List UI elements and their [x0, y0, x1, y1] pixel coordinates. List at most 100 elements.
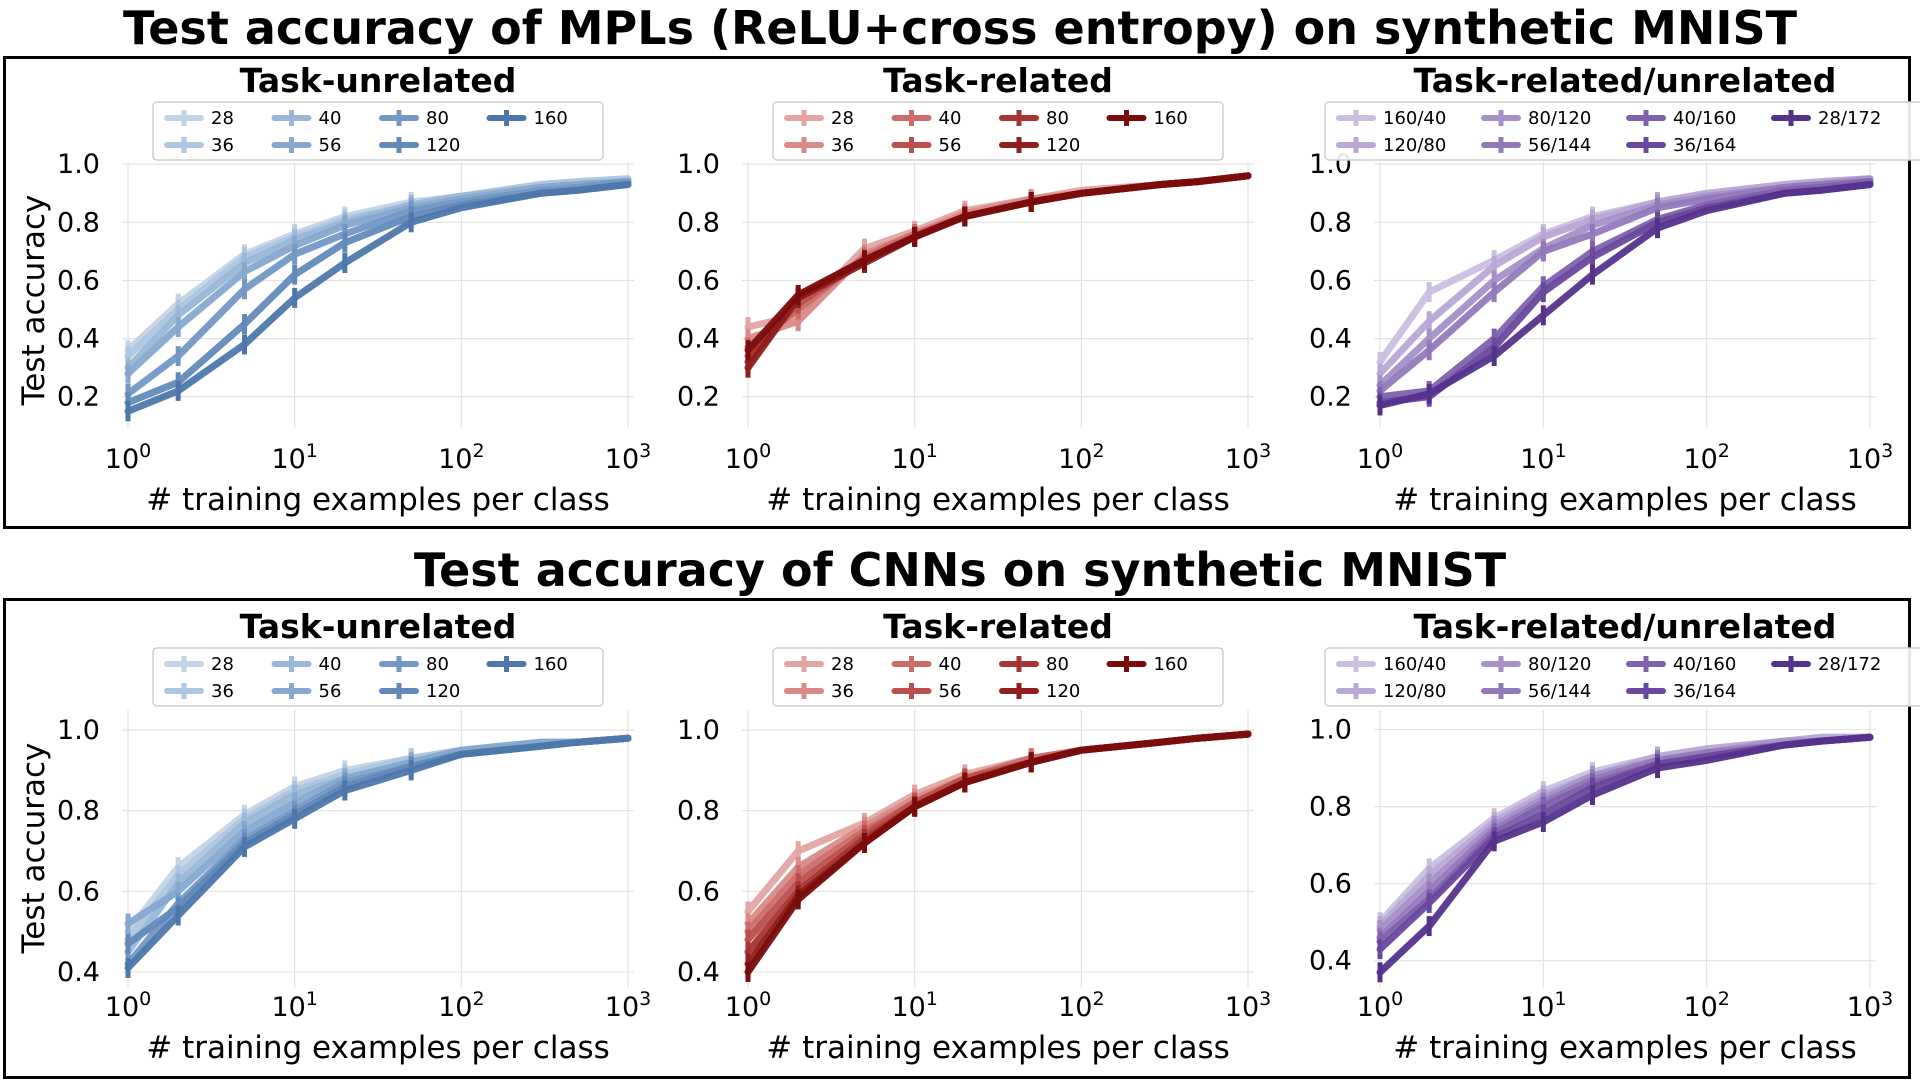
legend-label: 56/144 — [1528, 135, 1591, 156]
chart-0-1: Task-related 0.2 0.4 0.6 0.8 1.0 100 101 102 103 #… — [677, 61, 1271, 518]
y-axis-label: Test accuracy — [16, 195, 52, 407]
series-line-28/172 — [1376, 181, 1874, 409]
x-tick-label: 101 — [1520, 440, 1566, 475]
chart-1-0: Task-unrelated 0.4 0.6 0.8 1.0 100 101 102 103 # … — [16, 607, 651, 1066]
x-tick-label: 103 — [1847, 988, 1893, 1023]
y-tick-label: 0.6 — [1309, 869, 1352, 900]
chart-title: Task-related/unrelated — [1414, 607, 1837, 646]
legend-label: 120 — [1046, 681, 1080, 702]
y-tick-label: 0.6 — [57, 876, 100, 907]
chart-0-2: Task-related/unrelated0.20.40.60.81.0100… — [1309, 61, 1920, 518]
y-tick-label: 0.6 — [57, 265, 100, 296]
series-line-28 — [124, 175, 632, 354]
y-tick-label: 0.8 — [1309, 792, 1352, 823]
series-line-160 — [124, 734, 632, 972]
x-tick-label: 100 — [1357, 440, 1403, 475]
y-tick-label: 0.8 — [677, 796, 720, 827]
legend-label: 160/40 — [1383, 108, 1446, 129]
y-tick-label: 0.4 — [1309, 324, 1352, 355]
legend-label: 40 — [939, 108, 962, 129]
legend-label: 36 — [211, 135, 234, 156]
x-tick-label: 100 — [105, 440, 151, 475]
chart-title: Task-related — [883, 607, 1113, 646]
x-tick-label: 101 — [891, 440, 937, 475]
y-tick-label: 0.2 — [57, 382, 100, 413]
x-tick-label: 100 — [1357, 988, 1403, 1023]
x-tick-label: 102 — [438, 988, 484, 1023]
y-tick-label: 0.2 — [1309, 382, 1352, 413]
legend-label: 40/160 — [1673, 654, 1736, 675]
y-tick-label: 1.0 — [677, 715, 720, 746]
y-tick-label: 0.6 — [677, 265, 720, 296]
x-axis-label: # training examples per class — [766, 482, 1230, 518]
y-tick-label: 1.0 — [1309, 715, 1352, 746]
x-tick-label: 103 — [605, 440, 651, 475]
series-line-28 — [744, 172, 1252, 331]
legend-label: 28 — [211, 108, 234, 129]
x-axis-label: # training examples per class — [766, 1030, 1230, 1066]
y-tick-label: 0.4 — [677, 324, 720, 355]
x-axis-label: # training examples per class — [146, 482, 610, 518]
series-line-80/120 — [1376, 733, 1874, 934]
legend-label: 80 — [1046, 108, 1069, 129]
x-tick-label: 103 — [1225, 440, 1271, 475]
y-tick-label: 0.8 — [57, 796, 100, 827]
legend-label: 40/160 — [1673, 108, 1736, 129]
x-axis-label: # training examples per class — [1393, 1030, 1857, 1066]
x-tick-label: 100 — [725, 988, 771, 1023]
y-tick-label: 0.4 — [57, 324, 100, 355]
series-line-160 — [744, 730, 1252, 976]
x-tick-label: 101 — [891, 988, 937, 1023]
legend-label: 160 — [1154, 108, 1188, 129]
series-line-160 — [744, 172, 1252, 354]
x-tick-label: 102 — [438, 440, 484, 475]
legend-label: 36/164 — [1673, 135, 1736, 156]
y-tick-label: 1.0 — [677, 149, 720, 180]
x-tick-label: 102 — [1058, 440, 1104, 475]
chart-0-0: Task-unrelated 0.2 0.4 0.6 0.8 1.0 100 101 102 10… — [16, 61, 651, 518]
y-tick-label: 1.0 — [57, 149, 100, 180]
legend-label: 28/172 — [1818, 654, 1881, 675]
y-tick-label: 0.8 — [57, 207, 100, 238]
legend-label: 80 — [426, 654, 449, 675]
legend-label: 36/164 — [1673, 681, 1736, 702]
legend-label: 36 — [831, 135, 854, 156]
x-tick-label: 101 — [271, 440, 317, 475]
legend-box — [1324, 647, 1920, 707]
series-line-56/144 — [1376, 733, 1874, 942]
chart-1-2: Task-related/unrelated 0.4 0.6 0.8 1.0 100 101… — [1309, 607, 1920, 1066]
legend-label: 120 — [1046, 135, 1080, 156]
legend-label: 120 — [426, 135, 460, 156]
x-tick-label: 103 — [1847, 440, 1893, 475]
legend-label: 160 — [534, 108, 568, 129]
x-tick-label: 102 — [1683, 440, 1729, 475]
y-tick-label: 0.4 — [1309, 946, 1352, 977]
legend-label: 28 — [831, 654, 854, 675]
legend-label: 56/144 — [1528, 681, 1591, 702]
series-line-160/40 — [1376, 175, 1874, 366]
cnn-panel-frame — [3, 598, 1911, 1079]
series-line-36 — [744, 172, 1252, 343]
y-tick-label: 0.2 — [677, 382, 720, 413]
legend-label: 28/172 — [1818, 108, 1881, 129]
y-axis-label: Test accuracy — [16, 743, 52, 955]
y-tick-label: 0.8 — [1309, 207, 1352, 238]
chart-title: Task-unrelated — [240, 607, 517, 646]
x-tick-label: 103 — [605, 988, 651, 1023]
legend-label: 56 — [319, 681, 342, 702]
y-tick-label: 0.8 — [677, 207, 720, 238]
legend-label: 160 — [534, 654, 568, 675]
figure-title-cnn: Test accuracy of CNNs on synthetic MNIST — [413, 543, 1507, 597]
mlp-panel-frame — [3, 56, 1911, 529]
chart-1-1: Task-related 0.4 0.6 0.8 1.0 100 101 102 103 # tr… — [677, 607, 1271, 1066]
chart-title: Task-unrelated — [240, 61, 517, 100]
x-tick-label: 101 — [1520, 988, 1566, 1023]
series-line-160 — [124, 181, 632, 415]
legend-label: 80/120 — [1528, 654, 1591, 675]
legend-label: 80/120 — [1528, 108, 1591, 129]
legend-label: 36 — [211, 681, 234, 702]
series-line-28/172 — [1376, 733, 1874, 976]
legend-label: 40 — [939, 654, 962, 675]
legend-label: 40 — [319, 654, 342, 675]
